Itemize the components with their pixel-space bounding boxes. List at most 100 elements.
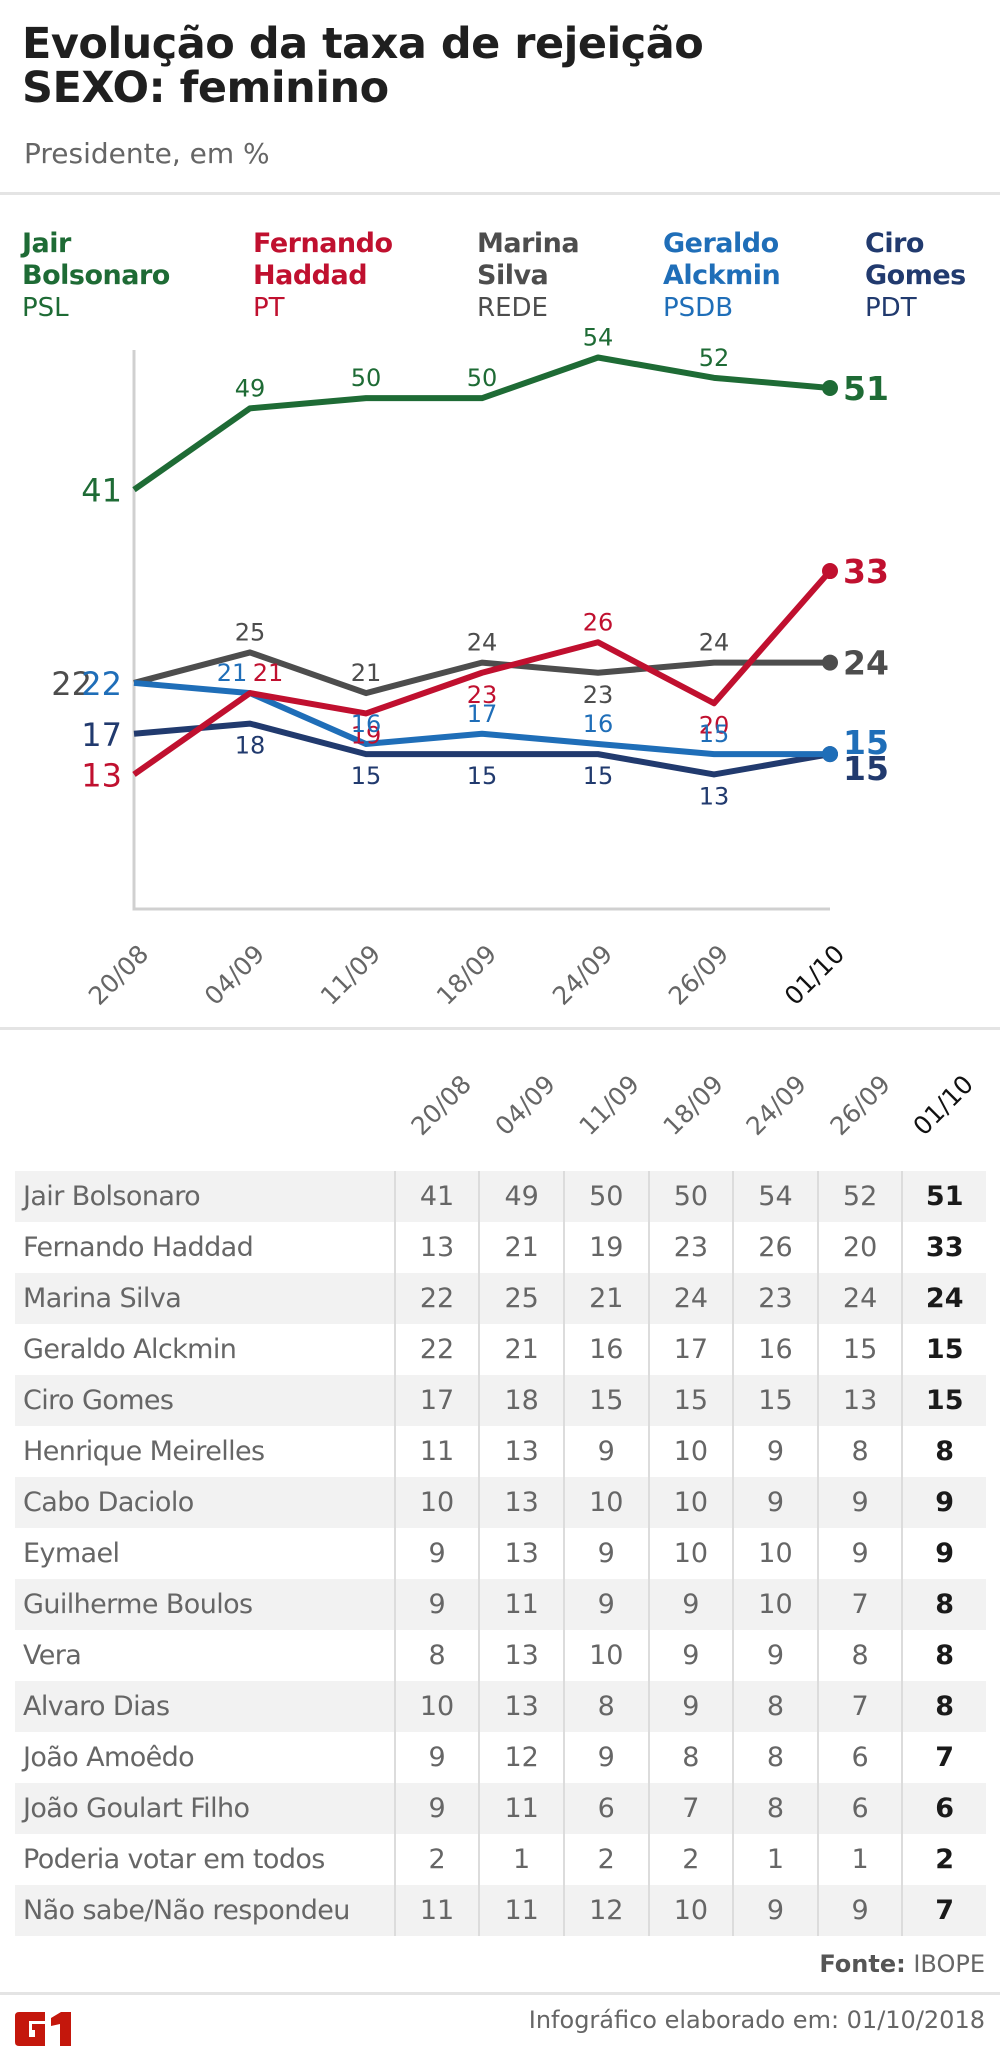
data-label: 18 <box>235 732 266 760</box>
table-cell: 7 <box>647 1783 734 1834</box>
column-header: 01/10 <box>907 1069 979 1141</box>
data-label: 22 <box>51 665 92 703</box>
g1-logo-icon <box>15 2012 71 2046</box>
row-label: Henrique Meirelles <box>23 1436 265 1467</box>
table-row: Marina Silva 22 25 21 24 23 24 24 <box>15 1273 986 1324</box>
title-line-2: SEXO: feminino <box>22 63 389 113</box>
legend-name-line-2: Silva <box>477 260 549 291</box>
table-cell: 8 <box>816 1426 903 1477</box>
table-row: João Goulart Filho 9 11 6 7 8 6 6 <box>15 1783 986 1834</box>
table-row: Eymael 9 13 9 10 10 9 9 <box>15 1528 986 1579</box>
table-cell: 16 <box>562 1324 649 1375</box>
row-label: Cabo Daciolo <box>15 1477 395 1528</box>
legend-name-line-1: Marina <box>477 228 580 259</box>
legend-party: REDE <box>477 293 548 323</box>
table-cell: 10 <box>393 1681 480 1732</box>
table-cell: 2 <box>647 1834 734 1885</box>
row-label: Poderia votar em todos <box>23 1844 325 1875</box>
row-label: João Amoêdo <box>23 1742 195 1773</box>
legend-name-line-2: Bolsonaro <box>22 260 170 291</box>
end-point-marker <box>822 746 838 763</box>
table-cell: 21 <box>478 1324 564 1375</box>
column-header: 11/09 <box>573 1069 645 1141</box>
data-label: 15 <box>843 723 889 762</box>
data-label: 21 <box>217 659 248 687</box>
source-label: Fonte: <box>819 1950 906 1978</box>
data-label: 22 <box>81 665 122 703</box>
table-cell: 13 <box>478 1426 564 1477</box>
series-line-ciro-gomes <box>133 720 831 778</box>
data-label: 17 <box>81 716 122 754</box>
table-cell: 20 <box>816 1222 903 1273</box>
table-cell: 9 <box>393 1528 480 1579</box>
table-cell: 23 <box>647 1222 734 1273</box>
legend-name-line-1: Fernando <box>253 228 393 259</box>
data-label: 16 <box>351 710 382 738</box>
table-cell: 6 <box>816 1783 903 1834</box>
data-label: 23 <box>583 681 614 709</box>
table-cell: 9 <box>816 1477 903 1528</box>
table-cell: 13 <box>393 1222 480 1273</box>
data-label: 15 <box>843 749 889 788</box>
table-cell: 9 <box>732 1885 818 1936</box>
table-cell: 13 <box>478 1528 564 1579</box>
data-label: 23 <box>467 681 498 709</box>
x-tick-label: 20/08 <box>82 939 155 1011</box>
table-row: Guilherme Boulos 9 11 9 9 10 7 8 <box>15 1579 986 1630</box>
table-row: Não sabe/Não respondeu 11 11 12 10 9 9 7 <box>15 1885 986 1936</box>
table-cell: 9 <box>647 1579 734 1630</box>
table-cell: 9 <box>647 1630 734 1681</box>
table-cell: 10 <box>647 1477 734 1528</box>
divider-top <box>0 192 1000 195</box>
end-point-marker <box>822 380 838 396</box>
table-cell: 8 <box>901 1579 986 1630</box>
table-cell: 8 <box>816 1630 903 1681</box>
data-label: 17 <box>467 700 498 728</box>
table-cell: 9 <box>393 1579 480 1630</box>
table-cell: 8 <box>732 1681 818 1732</box>
data-label: 20 <box>699 711 730 739</box>
page-title: Evolução da taxa de rejeição SEXO: femin… <box>22 22 704 113</box>
data-label: 52 <box>699 344 730 372</box>
table-row: Geraldo Alckmin 22 21 16 17 16 15 15 <box>15 1324 986 1375</box>
row-label: Fernando Haddad <box>23 1232 254 1263</box>
table-cell: 13 <box>478 1477 564 1528</box>
table-cell: 9 <box>393 1732 480 1783</box>
table-cell: 10 <box>732 1528 818 1579</box>
data-label: 15 <box>699 720 730 748</box>
legend-item: Ciro Gomes PDT <box>865 228 966 324</box>
credit-text: Infográfico elaborado em: 01/10/2018 <box>528 2006 985 2034</box>
table-row: Cabo Daciolo 10 13 10 10 9 9 9 <box>15 1477 986 1528</box>
row-label: Guilherme Boulos <box>15 1579 395 1630</box>
data-label: 50 <box>467 364 498 392</box>
table-cell: 15 <box>562 1375 649 1426</box>
divider-middle <box>0 1027 1000 1030</box>
data-label: 54 <box>583 323 614 351</box>
legend-party: PSDB <box>663 293 734 323</box>
table-cell: 6 <box>901 1783 986 1834</box>
table-cell: 17 <box>393 1375 480 1426</box>
source-value: IBOPE <box>913 1950 985 1978</box>
table-cell: 15 <box>901 1324 986 1375</box>
legend-item: Fernando Haddad PT <box>253 228 393 324</box>
table-cell: 11 <box>478 1783 564 1834</box>
table-cell: 11 <box>478 1579 564 1630</box>
table-cell: 10 <box>647 1528 734 1579</box>
table-cell: 24 <box>816 1273 903 1324</box>
data-label: 16 <box>583 710 614 738</box>
table-cell: 12 <box>562 1885 649 1936</box>
table-cell: 19 <box>562 1222 649 1273</box>
end-point-marker <box>822 563 838 580</box>
data-table: Jair Bolsonaro 41 49 50 50 54 52 51 Fernando Had… <box>15 1171 986 1936</box>
data-label: 26 <box>583 608 614 636</box>
table-cell: 8 <box>901 1426 986 1477</box>
data-label: 41 <box>81 472 122 510</box>
table-cell: 9 <box>562 1579 649 1630</box>
data-label: 19 <box>351 721 382 749</box>
table-row: Jair Bolsonaro 41 49 50 50 54 52 51 <box>15 1171 986 1222</box>
table-row: Fernando Haddad 13 21 19 23 26 20 33 <box>15 1222 986 1273</box>
table-cell: 10 <box>647 1885 734 1936</box>
table-cell: 11 <box>393 1885 480 1936</box>
table-cell: 18 <box>478 1375 564 1426</box>
table-cell: 50 <box>562 1171 649 1222</box>
